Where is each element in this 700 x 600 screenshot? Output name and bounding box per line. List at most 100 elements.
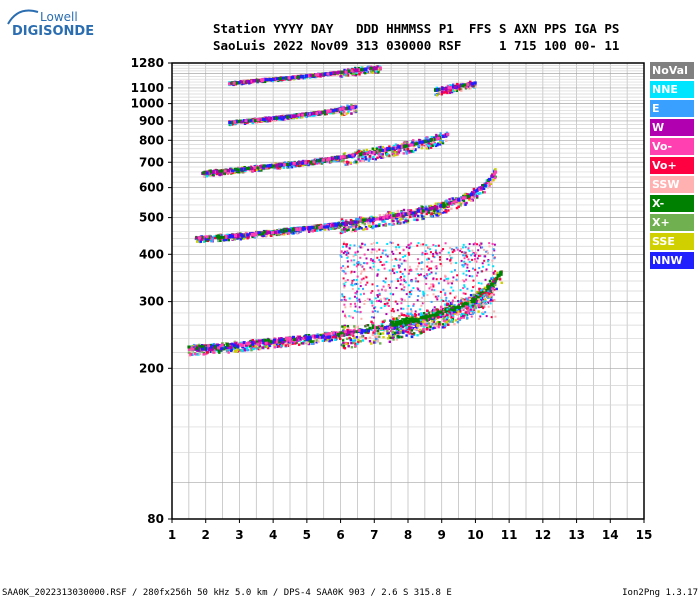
echo-point xyxy=(336,332,340,336)
echo-point xyxy=(263,80,267,84)
echo-point xyxy=(426,139,430,143)
echo-point xyxy=(420,322,423,326)
echo-point xyxy=(371,226,374,230)
echo-point xyxy=(466,194,470,198)
echo-point xyxy=(464,299,467,302)
echo-point xyxy=(242,119,246,123)
echo-point xyxy=(397,151,401,154)
echo-point xyxy=(260,78,264,82)
echo-point xyxy=(408,317,412,321)
echo-point xyxy=(376,217,380,221)
echo-point xyxy=(467,296,471,300)
echo-point xyxy=(338,107,342,111)
echo-point xyxy=(314,334,318,338)
echo-point xyxy=(486,287,490,291)
echo-point xyxy=(386,152,389,156)
echo-point xyxy=(405,142,409,145)
echo-point xyxy=(267,338,271,342)
header-line2: SaoLuis 2022 Nov09 313 030000 RSF 1 715 … xyxy=(213,38,620,53)
echo-point xyxy=(206,173,210,177)
echo-point xyxy=(461,315,465,319)
echo-point xyxy=(340,333,344,337)
echo-point xyxy=(367,159,371,162)
echo-point xyxy=(406,147,410,151)
echo-point xyxy=(375,335,378,338)
echo-point xyxy=(380,323,384,326)
echo-point xyxy=(349,161,352,164)
echo-point xyxy=(283,163,287,167)
echo-point xyxy=(354,218,358,221)
echo-point xyxy=(196,240,199,243)
echo-point xyxy=(372,341,376,344)
echo-point xyxy=(472,196,475,199)
echo-point xyxy=(376,224,379,228)
echo-point xyxy=(483,297,487,301)
echo-point xyxy=(187,345,191,349)
echo-point xyxy=(450,207,453,210)
echo-point xyxy=(488,288,492,291)
echo-point xyxy=(262,164,266,168)
echo-point xyxy=(410,149,413,153)
echo-point xyxy=(222,344,226,347)
echo-point xyxy=(234,234,238,238)
echo-point xyxy=(364,227,367,231)
echo-point xyxy=(368,157,372,160)
echo-point xyxy=(242,341,246,345)
echo-point xyxy=(204,239,208,242)
echo-point xyxy=(400,335,403,339)
echo-point xyxy=(448,304,451,308)
echo-point xyxy=(403,318,407,322)
echo-point xyxy=(220,347,224,351)
echo-point xyxy=(257,231,261,235)
echo-point xyxy=(200,347,204,351)
echo-point xyxy=(189,346,193,350)
echo-point xyxy=(230,169,234,173)
echo-point xyxy=(342,228,346,231)
echo-point xyxy=(488,295,492,298)
echo-point xyxy=(440,204,444,208)
echo-point xyxy=(447,323,450,326)
echo-point xyxy=(341,222,345,226)
echo-point xyxy=(477,310,480,313)
echo-point xyxy=(427,325,430,328)
echo-point xyxy=(465,299,469,303)
echo-point xyxy=(406,330,409,334)
echo-point xyxy=(471,312,474,315)
echo-point xyxy=(368,336,372,340)
echo-point xyxy=(482,294,485,297)
echo-point xyxy=(313,229,317,232)
echo-point xyxy=(284,229,288,233)
echo-point xyxy=(391,150,394,153)
echo-point xyxy=(342,160,345,163)
echo-point xyxy=(209,350,213,354)
echo-point xyxy=(280,228,284,232)
echo-point xyxy=(434,144,438,148)
echo-point xyxy=(244,343,248,347)
echo-point xyxy=(474,304,477,307)
echo-point xyxy=(390,320,394,324)
echo-point xyxy=(394,326,397,329)
echo-point xyxy=(284,344,287,347)
echo-point xyxy=(486,285,490,289)
echo-point xyxy=(233,120,237,124)
echo-point xyxy=(406,149,410,152)
echo-point xyxy=(389,211,392,215)
echo-point xyxy=(347,225,351,229)
echo-point xyxy=(444,303,447,306)
echo-point xyxy=(298,115,301,119)
echo-point xyxy=(285,163,289,167)
echo-point xyxy=(362,149,365,152)
echo-point xyxy=(332,111,336,115)
echo-point xyxy=(382,216,386,220)
echo-point xyxy=(433,326,437,329)
echo-point xyxy=(354,344,357,348)
echo-point xyxy=(364,218,368,222)
echo-point xyxy=(391,147,395,151)
echo-point xyxy=(470,199,473,202)
echo-point xyxy=(340,218,344,221)
echo-point xyxy=(364,155,367,159)
echo-point xyxy=(353,325,356,328)
echo-point xyxy=(254,343,258,346)
echo-point xyxy=(360,331,364,335)
echo-point xyxy=(471,302,474,306)
